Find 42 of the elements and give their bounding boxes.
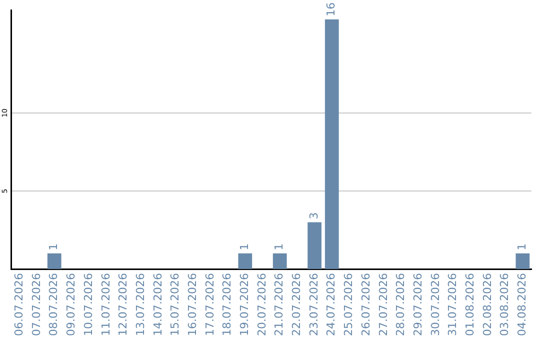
x-tick-label: 13.07.2026 [134,273,147,336]
x-tick-label: 04.08.2026 [516,273,529,336]
x-tick-label: 02.08.2026 [480,273,494,336]
data-label: 16 [324,2,338,16]
x-tick-label: 19.07.2026 [238,273,252,336]
x-tick-label: 11.07.2026 [99,273,112,336]
bar [324,19,339,270]
bar [308,222,322,270]
x-tick-label: 25.07.2026 [342,273,356,336]
x-tick-label: 09.07.2026 [64,273,78,336]
x-tick-label: 26.07.2026 [359,273,372,336]
x-tick-label: 12.07.2026 [116,273,130,336]
data-label: 1 [47,243,60,250]
x-tick-label: 06.07.2026 [12,273,26,336]
x-tick-label: 29.07.2026 [411,273,424,336]
data-label: 1 [516,243,529,250]
x-tick-label: 17.07.2026 [203,273,216,336]
x-tick-label: 15.07.2026 [168,273,182,336]
x-tick-label: 14.07.2026 [151,273,164,336]
x-tick-label: 22.07.2026 [290,273,304,336]
x-tick-label: 30.07.2026 [428,273,442,336]
x-tick-label: 31.07.2026 [446,273,460,336]
x-tick-label: 07.07.2026 [30,273,43,336]
x-tick-label: 20.07.2026 [255,273,268,336]
data-label: 1 [272,243,286,250]
x-tick-label: 03.08.2026 [498,273,512,336]
bar [47,253,62,270]
bar [238,253,252,270]
x-tick-label: 24.07.2026 [324,273,338,336]
x-tick-label: 21.07.2026 [272,273,286,336]
x-tick-label: 18.07.2026 [220,273,234,336]
data-label: 1 [238,243,252,250]
bar [272,253,287,270]
x-tick-label: 16.07.2026 [186,273,199,336]
x-tick-label: 27.07.2026 [376,273,390,336]
bar [516,253,530,270]
x-tick-label: 01.08.2026 [463,273,476,336]
x-tick-label: 28.07.2026 [394,273,408,336]
x-tick-label: 10.07.2026 [82,273,95,336]
data-label: 3 [307,212,320,220]
x-tick-label: 08.07.2026 [47,273,60,336]
x-tick-label: 23.07.2026 [307,273,320,336]
